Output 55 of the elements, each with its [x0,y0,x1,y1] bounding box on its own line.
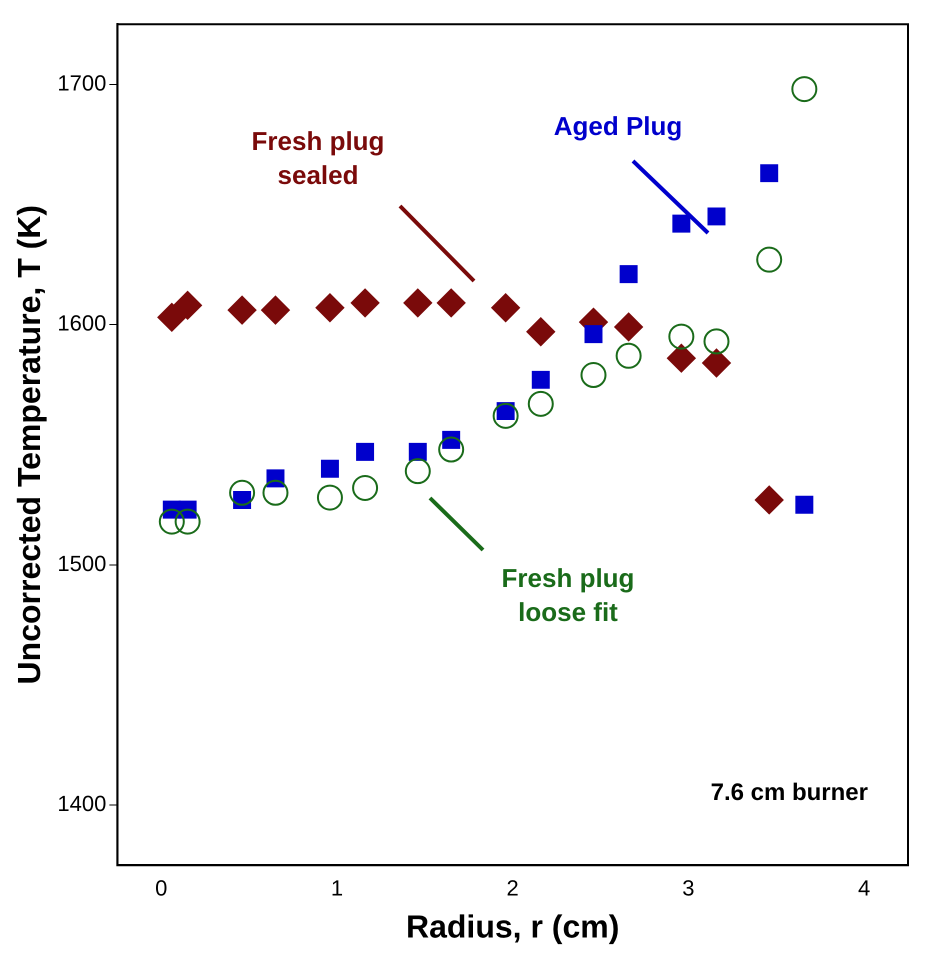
x-tick-label: 3 [682,875,694,900]
point [436,288,466,318]
point [228,296,257,325]
point [580,362,606,388]
point [352,474,378,501]
point [350,288,380,318]
point [158,508,185,535]
point [754,485,784,514]
point [526,317,556,346]
point [791,76,818,102]
x-tick-label: 2 [506,875,519,900]
point [620,265,638,284]
y-tick-label: 1600 [57,310,106,336]
point [528,390,554,417]
point [173,290,202,320]
y-axis-title: Uncorrected Temperature, T (K) [11,204,48,684]
point [666,344,696,373]
x-tick-label: 1 [330,875,344,900]
text: Fresh plug loose fit [502,563,634,628]
y-tick-label: 1700 [57,70,106,96]
point [316,484,343,511]
point [408,442,427,461]
point [262,480,288,506]
point [260,296,290,325]
point [157,302,186,332]
x-tick-label: 0 [155,875,168,900]
point [584,325,602,344]
point [795,496,814,514]
y-tick-label: 1400 [57,791,106,816]
point [356,442,374,461]
point [756,246,782,273]
point [703,328,730,354]
x-tick-label: 4 [858,875,870,900]
point [672,214,690,233]
point [229,480,256,506]
annotation: 7.6 cm burner [710,778,868,806]
point [708,207,726,226]
text: Fresh plug sealed [252,126,384,190]
x-axis-title: Radius, r (cm) [406,908,620,945]
point [668,324,694,350]
point [614,312,644,342]
point [702,348,731,378]
y-tick-label: 1500 [57,550,106,576]
point [403,288,432,318]
point [532,370,550,389]
point [404,458,431,484]
point [616,342,642,369]
point [315,293,344,322]
point [491,293,520,322]
point [320,460,339,478]
point [492,402,519,429]
point [174,508,201,535]
point [438,436,464,463]
point [760,164,778,182]
text: Aged Plug [554,111,682,142]
